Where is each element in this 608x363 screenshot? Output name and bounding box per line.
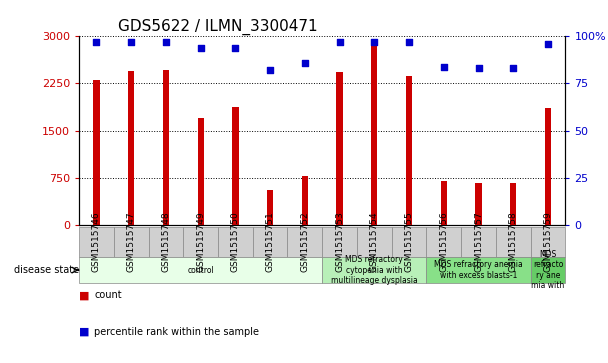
Bar: [461, 227, 496, 257]
Bar: [267, 190, 273, 225]
Point: [474, 65, 483, 71]
Point: [404, 39, 414, 45]
Bar: [253, 227, 288, 257]
Text: control: control: [187, 266, 214, 274]
Point: [370, 39, 379, 45]
Text: GSM1515753: GSM1515753: [335, 212, 344, 272]
Point: [335, 39, 345, 45]
Text: GSM1515746: GSM1515746: [92, 212, 101, 272]
Bar: [114, 227, 148, 257]
Text: GSM1515755: GSM1515755: [404, 212, 413, 272]
Text: GSM1515748: GSM1515748: [161, 212, 170, 272]
Bar: [93, 80, 100, 225]
Text: MDS
refracto
ry ane
mia with: MDS refracto ry ane mia with: [531, 250, 565, 290]
Bar: [371, 45, 378, 225]
Bar: [302, 176, 308, 225]
Bar: [475, 183, 482, 225]
Bar: [336, 72, 343, 225]
Text: GSM1515747: GSM1515747: [126, 212, 136, 272]
Point: [230, 45, 240, 50]
Bar: [545, 108, 551, 225]
Bar: [322, 257, 426, 283]
Bar: [288, 227, 322, 257]
Bar: [441, 181, 447, 225]
Point: [543, 41, 553, 47]
Bar: [357, 227, 392, 257]
Text: MDS refractory
cytopenia with
multilineage dysplasia: MDS refractory cytopenia with multilinea…: [331, 255, 418, 285]
Text: GDS5622 / ILMN_3300471: GDS5622 / ILMN_3300471: [118, 19, 317, 35]
Bar: [510, 183, 516, 225]
Text: GSM1515759: GSM1515759: [544, 212, 553, 272]
Point: [508, 65, 518, 71]
Text: GSM1515754: GSM1515754: [370, 212, 379, 272]
Text: GSM1515752: GSM1515752: [300, 212, 309, 272]
Bar: [128, 71, 134, 225]
Bar: [163, 70, 169, 225]
Bar: [392, 227, 426, 257]
Bar: [79, 227, 114, 257]
Text: GSM1515758: GSM1515758: [509, 212, 518, 272]
Point: [92, 39, 102, 45]
Bar: [406, 76, 412, 225]
Bar: [218, 227, 253, 257]
Bar: [496, 227, 531, 257]
Bar: [531, 257, 565, 283]
Text: GSM1515750: GSM1515750: [231, 212, 240, 272]
Bar: [148, 227, 183, 257]
Point: [300, 60, 309, 66]
Text: GSM1515751: GSM1515751: [266, 212, 275, 272]
Text: ■: ■: [79, 290, 89, 301]
Bar: [198, 118, 204, 225]
Point: [265, 68, 275, 73]
Bar: [79, 257, 322, 283]
Text: count: count: [94, 290, 122, 301]
Point: [161, 39, 171, 45]
Bar: [426, 227, 461, 257]
Text: GSM1515749: GSM1515749: [196, 212, 205, 272]
Bar: [531, 227, 565, 257]
Bar: [183, 227, 218, 257]
Bar: [426, 257, 531, 283]
Point: [126, 39, 136, 45]
Point: [439, 64, 449, 69]
Bar: [322, 227, 357, 257]
Text: ■: ■: [79, 327, 89, 337]
Bar: [232, 107, 238, 225]
Text: GSM1515757: GSM1515757: [474, 212, 483, 272]
Text: disease state: disease state: [14, 265, 79, 275]
Text: GSM1515756: GSM1515756: [440, 212, 448, 272]
Point: [196, 45, 206, 50]
Text: percentile rank within the sample: percentile rank within the sample: [94, 327, 259, 337]
Text: MDS refractory anemia
with excess blasts-1: MDS refractory anemia with excess blasts…: [434, 260, 523, 280]
